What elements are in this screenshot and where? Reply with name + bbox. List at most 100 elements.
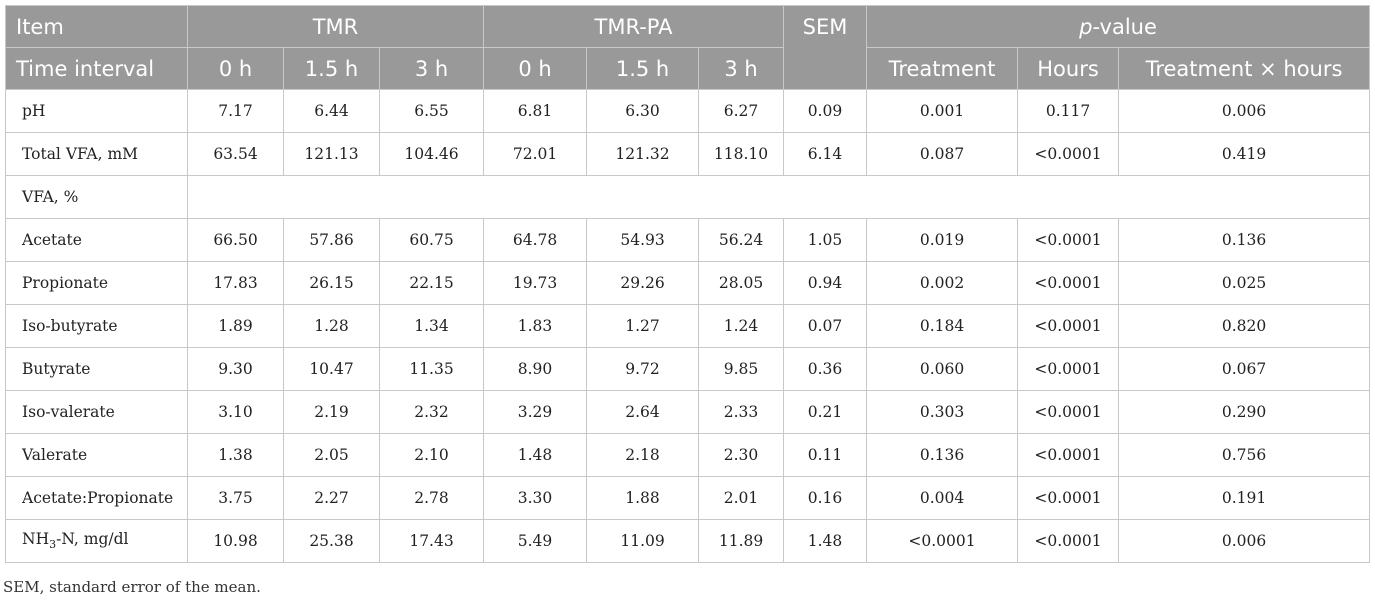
row-label: Butyrate [5, 347, 188, 391]
table-row: Acetate:Propionate 3.75 2.27 2.78 3.30 1.88 2.… [5, 476, 1371, 520]
table-cell: 57.86 [283, 218, 380, 262]
results-table: Item TMR TMR-PA SEM p-value Time interva… [5, 5, 1371, 563]
table-cell: 6.81 [483, 89, 588, 133]
time-interval-header: Time interval [5, 47, 188, 90]
table-cell: 0.060 [866, 347, 1019, 391]
table-cell: 3.10 [187, 390, 284, 434]
table-cell: <0.0001 [1017, 476, 1120, 520]
table-cell: 2.19 [283, 390, 380, 434]
table-cell: 0.025 [1118, 261, 1371, 305]
table-cell: 11.35 [378, 347, 485, 391]
time-header: 0 h [483, 47, 588, 90]
table-cell: 6.27 [698, 89, 785, 133]
treatment-header: Treatment [866, 47, 1019, 90]
table-row: VFA, % [5, 175, 1371, 219]
table-cell: 3.30 [483, 476, 588, 520]
pvalue-group-header: p-value [866, 5, 1371, 48]
item-header: Item [5, 5, 188, 48]
table-cell: 60.75 [378, 218, 485, 262]
table-cell: 6.55 [378, 89, 485, 133]
table-cell: 0.001 [866, 89, 1019, 133]
table-cell: 11.09 [586, 519, 700, 563]
table-cell: 5.49 [483, 519, 588, 563]
table-cell: 0.07 [783, 304, 868, 348]
table-cell: <0.0001 [1017, 218, 1120, 262]
table-cell: 0.303 [866, 390, 1019, 434]
row-label: pH [5, 89, 188, 133]
table-cell: 1.48 [483, 433, 588, 477]
table-cell: 0.11 [783, 433, 868, 477]
table-cell: 0.16 [783, 476, 868, 520]
table-cell: 121.32 [586, 132, 700, 176]
table-row: Iso-valerate 3.10 2.19 2.32 3.29 2.64 2.33 0.21… [5, 390, 1371, 434]
table-cell: 1.89 [187, 304, 284, 348]
table-cell: 6.30 [586, 89, 700, 133]
table-row: Acetate 66.50 57.86 60.75 64.78 54.93 56.24 1.0… [5, 218, 1371, 262]
table-cell: 56.24 [698, 218, 785, 262]
table-cell: <0.0001 [1017, 347, 1120, 391]
table-cell: 0.006 [1118, 89, 1371, 133]
pvalue-italic-p: p [1079, 14, 1093, 39]
table-cell: 10.98 [187, 519, 284, 563]
table-cell: 0.002 [866, 261, 1019, 305]
table-cell: 0.36 [783, 347, 868, 391]
table-cell: 9.72 [586, 347, 700, 391]
row-label: NH3-N, mg/dl [5, 519, 188, 563]
table-cell: 19.73 [483, 261, 588, 305]
table-cell: 1.83 [483, 304, 588, 348]
table-cell: 0.820 [1118, 304, 1371, 348]
table-cell: 0.006 [1118, 519, 1371, 563]
interaction-header: Treatment × hours [1118, 47, 1371, 90]
table-cell: 9.30 [187, 347, 284, 391]
table-cell: 22.15 [378, 261, 485, 305]
pvalue-suffix: -value [1092, 14, 1157, 39]
table-cell: 72.01 [483, 132, 588, 176]
time-header: 3 h [378, 47, 485, 90]
table-cell: 66.50 [187, 218, 284, 262]
table-cell: 0.184 [866, 304, 1019, 348]
table-cell: 6.44 [283, 89, 380, 133]
footnote: SEM, standard error of the mean. [3, 578, 261, 596]
table-cell: 1.34 [378, 304, 485, 348]
sem-header: SEM [783, 5, 868, 90]
table-cell: 54.93 [586, 218, 700, 262]
row-label: Iso-butyrate [5, 304, 188, 348]
table-cell: 7.17 [187, 89, 284, 133]
table-cell: 10.47 [283, 347, 380, 391]
table-cell: 8.90 [483, 347, 588, 391]
table-cell: 25.38 [283, 519, 380, 563]
row-label: Acetate [5, 218, 188, 262]
table-cell: 3.75 [187, 476, 284, 520]
table-cell: 2.27 [283, 476, 380, 520]
table-cell: <0.0001 [1017, 132, 1120, 176]
table-cell: 0.94 [783, 261, 868, 305]
table-cell: 3.29 [483, 390, 588, 434]
table-cell: 2.05 [283, 433, 380, 477]
time-header: 1.5 h [586, 47, 700, 90]
table-cell: 29.26 [586, 261, 700, 305]
table-cell: 9.85 [698, 347, 785, 391]
time-header: 3 h [698, 47, 785, 90]
table-cell: 0.21 [783, 390, 868, 434]
table-cell: 1.24 [698, 304, 785, 348]
table-cell: 64.78 [483, 218, 588, 262]
row-label: VFA, % [5, 175, 188, 219]
table-cell: <0.0001 [1017, 390, 1120, 434]
table-cell: 0.067 [1118, 347, 1371, 391]
table-cell: 26.15 [283, 261, 380, 305]
table-cell: 0.019 [866, 218, 1019, 262]
table-cell: 63.54 [187, 132, 284, 176]
table-cell: 1.48 [783, 519, 868, 563]
row-label: Total VFA, mM [5, 132, 188, 176]
time-header: 0 h [187, 47, 284, 90]
table-cell: 0.136 [866, 433, 1019, 477]
table-cell: 0.087 [866, 132, 1019, 176]
table-row: pH 7.17 6.44 6.55 6.81 6.30 6.27 0.09 0.001 0.117… [5, 89, 1371, 133]
table-cell: 0.290 [1118, 390, 1371, 434]
hours-header: Hours [1017, 47, 1120, 90]
table-cell: 0.756 [1118, 433, 1371, 477]
row-label: Propionate [5, 261, 188, 305]
table-cell: 0.419 [1118, 132, 1371, 176]
table-cell: 2.78 [378, 476, 485, 520]
table-cell: 0.09 [783, 89, 868, 133]
